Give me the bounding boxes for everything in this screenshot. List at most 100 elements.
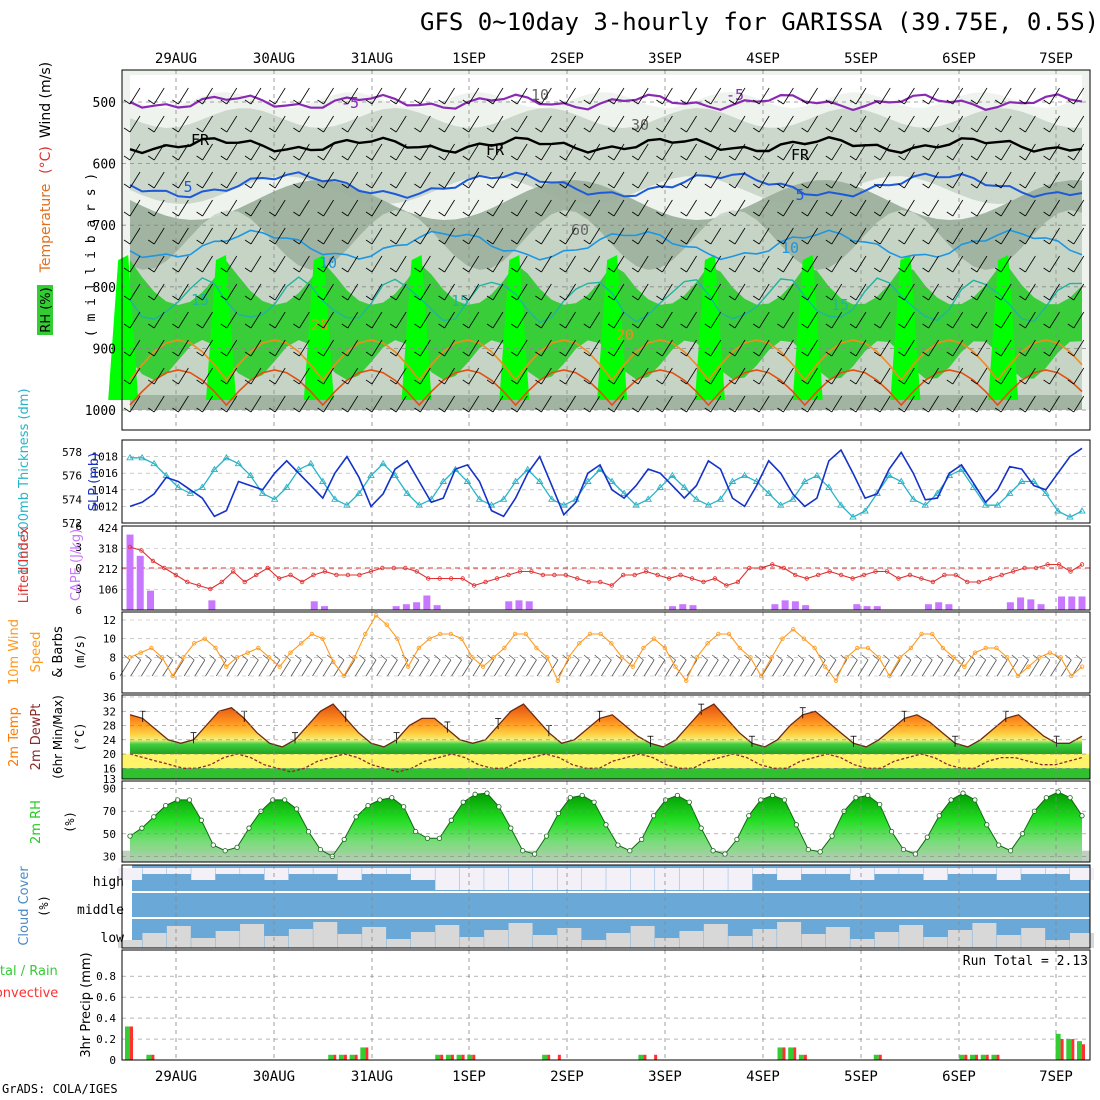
barb10m-tick [433,654,441,661]
wind-barb-tick [946,127,954,133]
wind-barb-tick [244,295,252,301]
wind-speed-point [962,664,967,669]
wind-barb-tick [389,239,397,245]
wind-barb [226,283,238,301]
wind-barb-tick [317,351,324,357]
wind-barb-tick [196,407,203,413]
wind-barb [299,171,310,189]
wind-barb [613,171,625,189]
wind-barb-tick [172,99,179,105]
cape-bar [402,604,410,610]
wind-barb [637,87,649,105]
wind-barb [976,367,988,385]
wind-barb-tick [389,351,397,357]
wind-barb [444,87,455,105]
li-point [1022,565,1027,571]
level-tick-600: 600 [93,158,116,173]
thickness-point [704,501,713,508]
barb10m [226,659,238,677]
wind-tick-8: 8 [109,651,116,664]
wind-barb [1049,171,1060,189]
wind-barb [1000,171,1012,189]
wind-barb-tick [438,267,445,273]
panel-frame-2 [121,525,1091,611]
wind-barb-tick [631,407,639,413]
rh-bright-spike [401,255,432,400]
wind-barb-tick [123,379,131,385]
precip-conv-bar [985,1054,989,1060]
wind-barb-tick [438,295,445,301]
thickness-point [319,477,327,484]
wind-barb [734,283,746,301]
wind-barb [516,283,528,301]
wind-barb-tick [196,323,203,329]
wind-speed-point [844,655,849,660]
wind-barb [1073,115,1085,133]
barb10m-tick [530,654,537,661]
rh-point [984,822,990,828]
wind-barb-tick [462,127,470,133]
wind-barb-tick [704,351,712,357]
barb10m [472,659,484,677]
wind-barb-tick [777,379,784,385]
precip-label-1: Total / Rain [0,964,58,979]
rh-label: 2m RH [29,800,44,844]
wind-speed-point [470,655,475,660]
level-tick-800: 800 [93,281,116,296]
wind-barb [492,199,504,217]
wind-barb [855,227,867,245]
wind-barb [153,115,165,133]
temp-label-unit: (°C) [73,723,87,752]
wind-barb [541,227,552,245]
cloud-high-clear [923,868,948,880]
wind-barb [710,395,722,413]
barb10m-tick [829,654,837,661]
wind-barb-tick [196,351,203,357]
wind-barb-tick [825,239,833,245]
wind-barb-tick [559,127,566,133]
barb10m-tick [669,654,676,661]
thickness-point [1042,489,1050,496]
wind-barb [347,395,359,413]
wind-barb-tick [438,127,445,133]
thickness-point [186,489,195,496]
wind-barb [202,311,213,329]
wind-barb-tick [510,211,518,217]
wind-barb [347,255,359,273]
wind-barb-tick [1067,99,1075,105]
wind-barb [420,87,431,105]
rh-band-mid-upper [130,108,1082,204]
wind-barb-tick [825,99,833,105]
wind-speed-point [758,673,764,679]
wind-barb-tick [656,295,663,301]
barb10m-tick [968,654,976,661]
wind-barb-tick [922,183,929,189]
wind-barb-tick [607,379,615,385]
wind-barb [250,199,262,217]
cape-bar [525,601,533,610]
wind-barb-tick [680,407,687,413]
wind-speed-point [662,645,668,651]
cloud-low [801,934,826,948]
wind-barb-tick [849,183,857,189]
wind-barb-tick [583,323,591,329]
thickness-point [764,489,773,496]
barb10m [857,659,869,677]
wind-barb [541,143,552,161]
thick-tick-572: 572 [62,517,82,530]
wind-barb-tick [583,211,591,217]
wind-barb [202,395,213,413]
wind-barb [323,87,334,105]
wind-barb-tick [172,211,179,217]
cloud-low [581,940,606,948]
wind-barb-tick [946,351,954,357]
wind-barb [1073,143,1085,161]
wind-barb-tick [220,239,228,245]
barb10m [825,659,837,677]
precip-conv-bar [130,1026,133,1060]
wind-barb-tick [172,407,179,413]
wind-barb [492,395,504,413]
rh-point [591,799,597,805]
wind-barb [395,87,407,105]
wind-barb [637,283,649,301]
